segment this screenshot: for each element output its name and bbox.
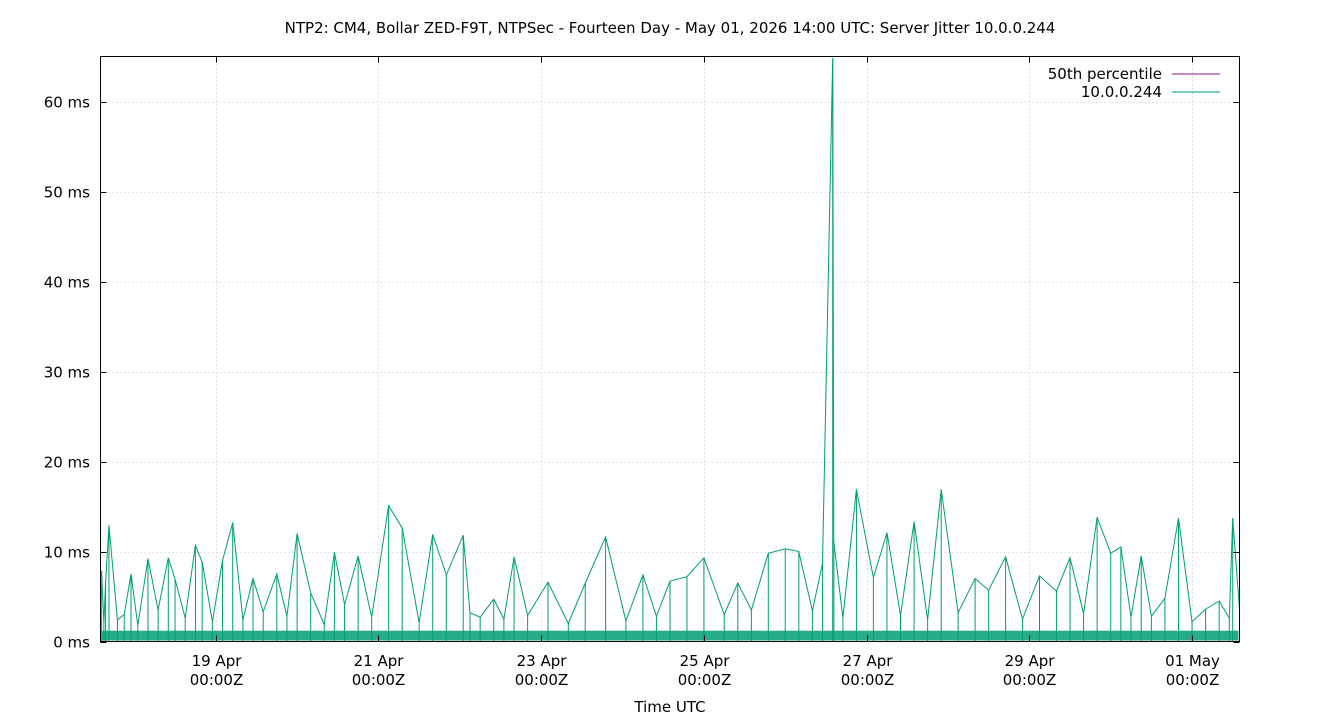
y-tick-label: 10 ms bbox=[44, 544, 90, 562]
x-axis-label: Time UTC bbox=[633, 698, 705, 716]
y-tick-label: 50 ms bbox=[44, 184, 90, 202]
x-tick-date-label: 29 Apr bbox=[1005, 652, 1056, 670]
x-tick-time-label: 00:00Z bbox=[1166, 671, 1220, 689]
grid-lines bbox=[100, 56, 1240, 642]
series-noise-band bbox=[101, 630, 1239, 641]
series-layer bbox=[100, 58, 1240, 642]
x-tick-time-label: 00:00Z bbox=[515, 671, 569, 689]
x-tick-time-label: 00:00Z bbox=[1003, 671, 1057, 689]
x-tick-date-label: 01 May bbox=[1165, 652, 1220, 670]
y-tick-label: 60 ms bbox=[44, 94, 90, 112]
axis-ticks: 0 ms 10 ms 20 ms 30 ms 40 ms 50 ms 60 ms 19 Apr… bbox=[44, 56, 1240, 689]
series-line bbox=[100, 58, 1240, 627]
x-tick-time-label: 00:00Z bbox=[352, 671, 406, 689]
y-tick-label: 0 ms bbox=[53, 634, 90, 652]
y-tick-label: 20 ms bbox=[44, 454, 90, 472]
legend-label: 50th percentile bbox=[1048, 65, 1162, 83]
x-tick-date-label: 27 Apr bbox=[843, 652, 894, 670]
legend-label: 10.0.0.244 bbox=[1081, 83, 1162, 101]
x-tick-date-label: 25 Apr bbox=[680, 652, 731, 670]
x-tick-date-label: 21 Apr bbox=[354, 652, 405, 670]
y-tick-label: 40 ms bbox=[44, 274, 90, 292]
plot-frame bbox=[100, 56, 1240, 642]
x-tick-time-label: 00:00Z bbox=[841, 671, 895, 689]
x-tick-time-label: 00:00Z bbox=[190, 671, 244, 689]
chart-title: NTP2: CM4, Bollar ZED-F9T, NTPSec - Four… bbox=[284, 19, 1056, 37]
x-tick-time-label: 00:00Z bbox=[678, 671, 732, 689]
y-tick-label: 30 ms bbox=[44, 364, 90, 382]
x-tick-date-label: 19 Apr bbox=[192, 652, 243, 670]
x-tick-date-label: 23 Apr bbox=[517, 652, 568, 670]
